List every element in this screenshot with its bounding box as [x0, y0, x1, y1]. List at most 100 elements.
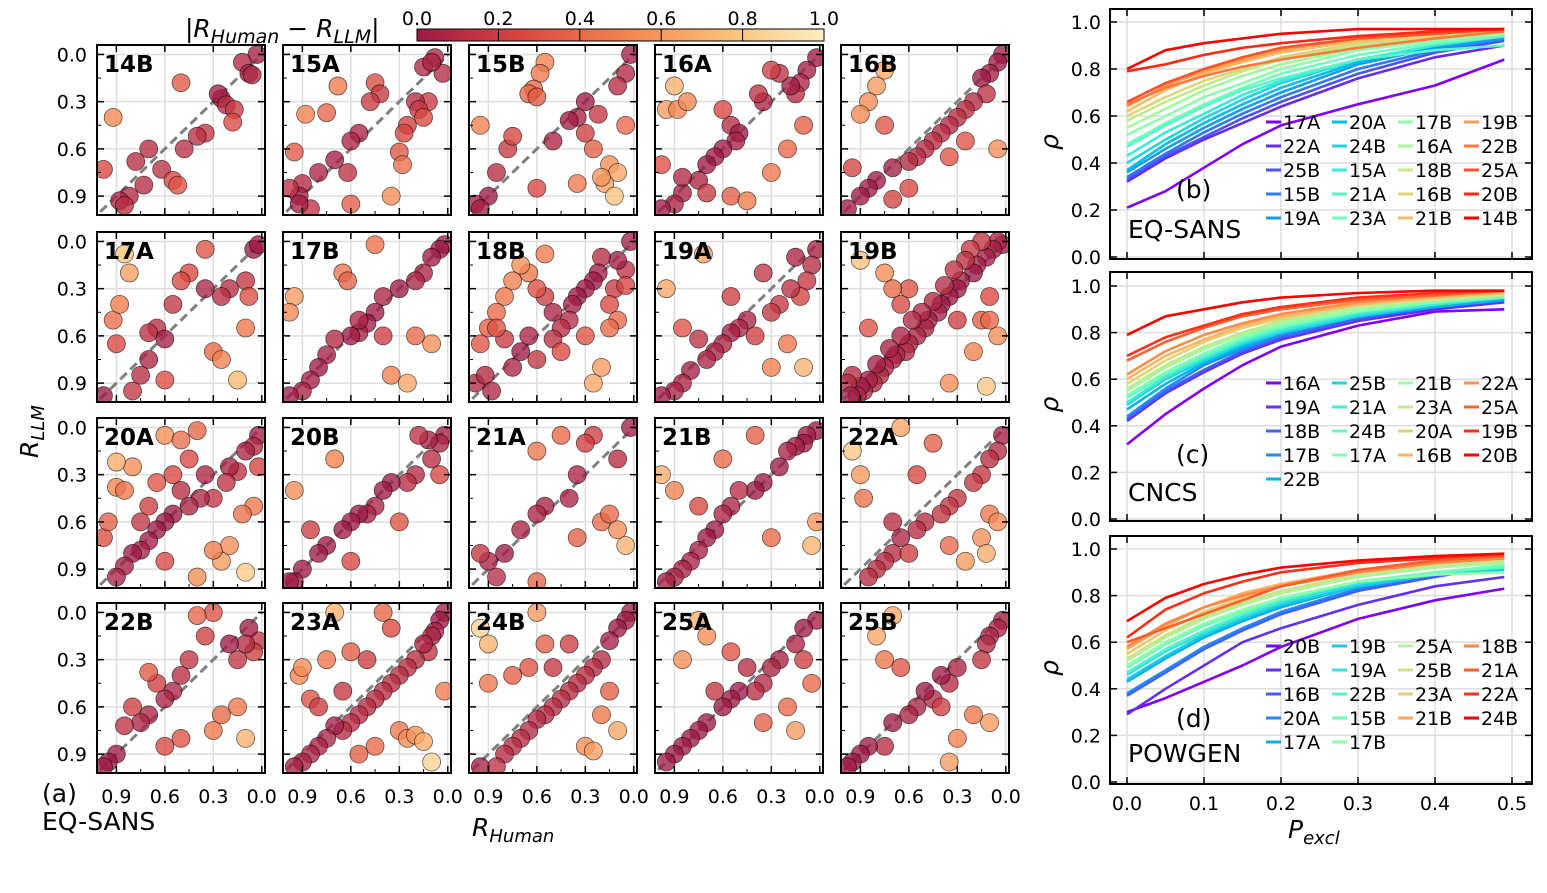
scatter-point — [134, 175, 154, 195]
scatter-point — [875, 263, 895, 283]
scatter-point — [608, 76, 628, 96]
legend-item-17B: 17B — [1332, 732, 1386, 754]
scatter-point — [115, 244, 134, 264]
points-group — [283, 425, 451, 588]
legend-item-25A: 25A — [1398, 636, 1452, 658]
scatter-point — [543, 131, 563, 151]
legend-item-22B: 22B — [1266, 469, 1320, 491]
scatter-point — [883, 158, 903, 178]
line-panel-eq-sans: 0.00.20.40.60.81.0ρ(b)EQ-SANS17A22A25B15… — [1035, 8, 1533, 269]
colorbar-label-part: − R — [279, 14, 333, 43]
scatter-point — [697, 626, 717, 646]
legend-item-20A: 20A — [1266, 708, 1320, 730]
panel-label: 22B — [104, 610, 154, 636]
scatter-point — [487, 318, 506, 338]
legend-item-24B: 24B — [1464, 708, 1518, 730]
scatter-point — [721, 287, 741, 306]
scatter-point — [503, 666, 523, 685]
scatter-point — [179, 650, 199, 670]
scatter-point — [527, 572, 547, 588]
scatter-point — [891, 295, 911, 314]
scatter-point — [511, 255, 531, 275]
series-line-23A — [1126, 34, 1505, 146]
scatter-point — [365, 235, 385, 254]
scatter-point — [527, 441, 547, 461]
panel-frame — [1109, 271, 1533, 522]
instrument-label: EQ-SANS — [42, 807, 155, 836]
scatter-panel-18B: 18B — [468, 231, 638, 403]
scatter-point — [155, 425, 175, 445]
scatter-point — [373, 326, 393, 346]
scatter-point — [203, 721, 223, 740]
scatter-point — [325, 150, 345, 170]
scatter-point — [283, 572, 299, 588]
x-tick-label: 0.6 — [894, 786, 924, 808]
scatter-point — [155, 370, 175, 390]
scatter-point — [955, 131, 975, 151]
legend-item-19A: 19A — [1332, 660, 1386, 682]
legend-item-22A: 22A — [1464, 684, 1518, 706]
scatter-point — [907, 520, 927, 540]
legend-label: 21A — [1349, 184, 1386, 206]
instrument-label: EQ-SANS — [1128, 215, 1241, 244]
scatter-point — [859, 567, 878, 587]
scatter-point — [875, 736, 895, 756]
panel-frame — [840, 44, 1010, 216]
scatter-point — [187, 126, 207, 146]
scatter-point — [745, 326, 765, 346]
y-tick-label: 0.9 — [57, 186, 87, 208]
legend-label: 14B — [1481, 208, 1518, 230]
scatter-point — [761, 302, 781, 322]
scatter-point — [325, 449, 345, 469]
legend-label: 17A — [1283, 732, 1320, 754]
scatter-point — [309, 543, 328, 563]
panel-label: 21A — [476, 425, 526, 451]
scatter-point — [289, 194, 309, 214]
scatter-point — [97, 386, 113, 402]
scatter-point — [655, 155, 671, 175]
series-line-17B — [1126, 571, 1505, 667]
legend-item-20A: 20A — [1398, 421, 1452, 443]
y-tick-label: 1.0 — [1071, 12, 1101, 34]
scatter-point — [664, 481, 684, 500]
x-tick-label: 0.0 — [433, 786, 463, 808]
y-tick-label: 0.6 — [1071, 106, 1101, 128]
legend-item-24B: 24B — [1332, 136, 1386, 158]
points-group — [841, 232, 1009, 402]
scatter-point — [470, 334, 490, 354]
scatter-point — [249, 457, 265, 477]
scatter-point — [761, 163, 781, 182]
x-tick-label: 0.6 — [150, 786, 180, 808]
scatter-point — [575, 433, 595, 453]
scatter-point — [373, 603, 393, 622]
points-group — [655, 48, 823, 215]
legend-item-23A: 23A — [1332, 208, 1386, 230]
scatter-point — [976, 634, 996, 654]
scatter-point — [284, 757, 304, 773]
scatter-point — [381, 186, 401, 206]
scatter-point — [171, 728, 191, 748]
scatter-point — [236, 441, 256, 461]
legend-label: 24B — [1481, 708, 1518, 730]
scatter-point — [163, 295, 183, 314]
legend-label: 24B — [1349, 136, 1386, 158]
scatter-point — [171, 481, 191, 500]
scatter-point — [939, 536, 959, 555]
scatter-point — [220, 536, 239, 555]
scatter-point — [559, 634, 579, 654]
scatter-point — [406, 271, 425, 291]
legend-label: 19A — [1283, 208, 1320, 230]
legend-label: 15A — [1349, 160, 1386, 182]
scatter-point — [778, 697, 797, 717]
scatter-point — [284, 481, 304, 500]
y-axis-label: ρ — [1035, 660, 1064, 676]
legend-label: 16A — [1283, 660, 1320, 682]
scatter-point — [543, 302, 563, 322]
scatter-point — [689, 329, 709, 349]
scatter-point — [435, 681, 451, 701]
legend-item-15B: 15B — [1332, 708, 1386, 730]
scatter-point — [171, 666, 191, 685]
scatter-point — [527, 87, 547, 107]
scatter-point — [155, 551, 175, 571]
legend-label: 25B — [1283, 160, 1320, 182]
